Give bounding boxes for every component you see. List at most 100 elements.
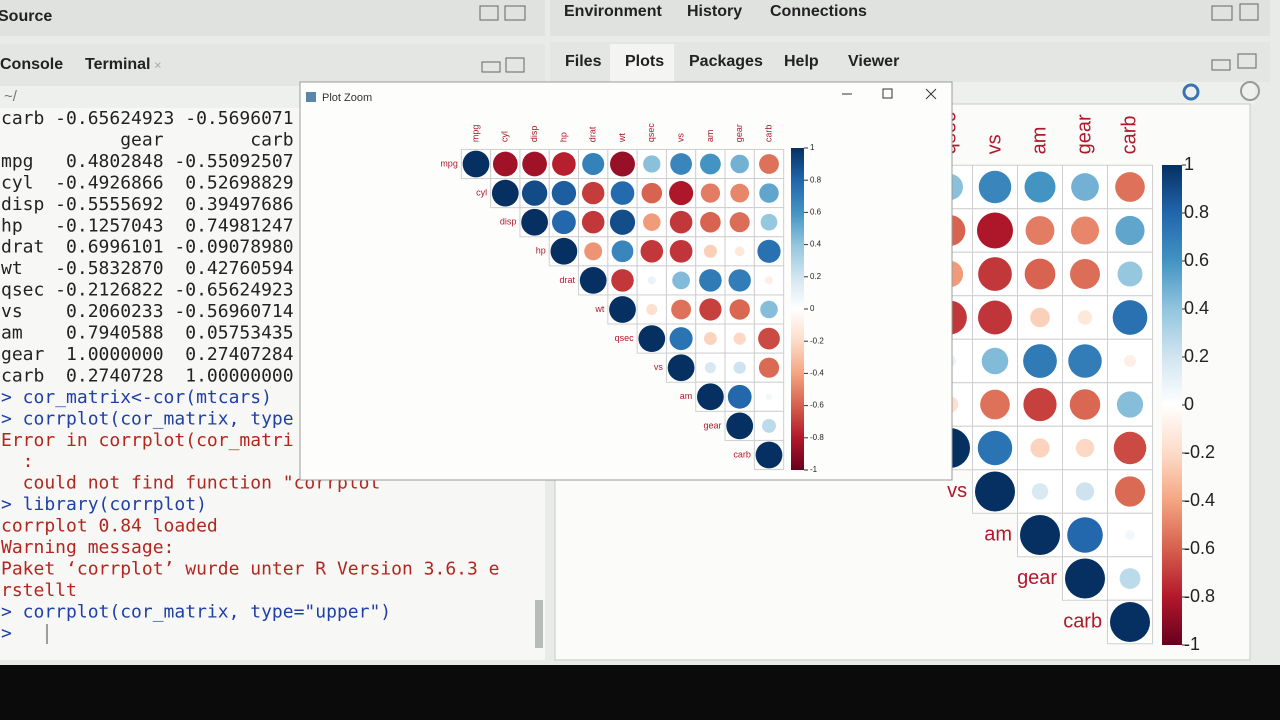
tab[interactable]: Connections bbox=[770, 3, 867, 20]
correlation-circle bbox=[584, 242, 603, 261]
pane-icon bbox=[479, 5, 499, 21]
console-line: vs 0.2060233 -0.56960714 bbox=[1, 301, 294, 322]
refresh-icon[interactable] bbox=[1240, 81, 1260, 101]
publish-icon[interactable] bbox=[1182, 83, 1200, 101]
correlation-circle bbox=[734, 246, 745, 257]
tab[interactable]: Files bbox=[565, 53, 602, 70]
correlation-circle bbox=[760, 213, 778, 231]
row-label: disp bbox=[500, 217, 517, 227]
correlation-circle bbox=[729, 212, 750, 233]
correlation-circle bbox=[730, 154, 749, 174]
tab[interactable]: History bbox=[687, 3, 742, 20]
correlation-circle bbox=[492, 151, 518, 177]
correlation-circle bbox=[1064, 558, 1106, 599]
correlation-circle bbox=[1077, 310, 1093, 325]
correlation-circle bbox=[1031, 483, 1049, 500]
console-line: mpg 0.4802848 -0.55092507 bbox=[1, 151, 294, 172]
column-label: mpg bbox=[470, 125, 480, 143]
correlation-circle bbox=[703, 332, 717, 346]
correlation-circle bbox=[670, 153, 692, 175]
correlation-circle bbox=[643, 213, 661, 231]
tab[interactable]: Help bbox=[784, 53, 819, 70]
column-label: carb bbox=[763, 125, 773, 143]
correlation-circle bbox=[669, 239, 693, 263]
console-output: carb -0.65624923 -0.5696071 gear carbmpg… bbox=[1, 108, 500, 644]
correlation-circle bbox=[1112, 300, 1148, 335]
console-line: could not find function "corrplot" bbox=[1, 473, 391, 494]
column-label: am bbox=[1028, 127, 1050, 155]
color-bar-label: -1 bbox=[1184, 634, 1200, 654]
console-line: carb -0.65624923 -0.5696071 bbox=[1, 108, 294, 129]
pane-icon bbox=[1211, 59, 1231, 71]
color-bar-label: -0.2 bbox=[810, 336, 824, 345]
correlation-circle bbox=[700, 153, 721, 175]
column-label: drat bbox=[588, 126, 598, 142]
tab[interactable]: Plots bbox=[625, 53, 664, 70]
tab[interactable]: Viewer bbox=[848, 53, 899, 70]
console-line: drat 0.6996101 -0.09078980 bbox=[1, 237, 294, 258]
correlation-circle bbox=[981, 347, 1009, 375]
color-bar-label: -0.4 bbox=[810, 369, 824, 378]
maximize-button[interactable] bbox=[882, 88, 893, 99]
correlation-circle bbox=[978, 170, 1012, 204]
console-line: am 0.7940588 0.05753435 bbox=[1, 323, 294, 344]
scrollbar[interactable] bbox=[535, 600, 543, 648]
correlation-circle bbox=[1115, 172, 1145, 202]
correlation-circle bbox=[582, 181, 605, 205]
correlation-circle bbox=[1070, 259, 1100, 289]
correlation-circle bbox=[1023, 387, 1057, 422]
tab[interactable]: Console bbox=[0, 56, 63, 73]
correlation-circle bbox=[669, 181, 694, 206]
color-bar-label: -0.4 bbox=[1184, 490, 1215, 510]
correlation-circle bbox=[609, 209, 636, 235]
tab[interactable]: Environment bbox=[564, 3, 662, 20]
tab[interactable]: Terminal bbox=[85, 56, 151, 73]
console-line: rstellt bbox=[1, 580, 77, 601]
color-bar-label: -0.6 bbox=[810, 401, 824, 410]
console-line: gear 1.0000000 0.27407284 bbox=[1, 344, 294, 365]
color-bar-label: -0.8 bbox=[1184, 586, 1215, 606]
row-label: cyl bbox=[476, 187, 487, 197]
source-title: Source bbox=[0, 8, 52, 25]
row-label: hp bbox=[536, 246, 546, 256]
color-bar-label: 0.6 bbox=[810, 208, 822, 217]
correlation-circle bbox=[611, 240, 634, 263]
tab-close[interactable]: × bbox=[154, 57, 162, 72]
correlation-circle bbox=[462, 150, 490, 178]
correlation-circle bbox=[728, 269, 751, 292]
correlation-circle bbox=[733, 361, 746, 374]
console-line: > library(corrplot) bbox=[1, 494, 207, 515]
correlation-circle bbox=[1075, 482, 1095, 501]
correlation-circle bbox=[978, 257, 1012, 291]
correlation-circle bbox=[1025, 216, 1055, 245]
column-label: qsec bbox=[646, 123, 656, 143]
correlation-circle bbox=[757, 239, 781, 263]
row-label: qsec bbox=[615, 333, 635, 343]
correlation-circle bbox=[758, 327, 780, 350]
row-label: am bbox=[680, 391, 693, 401]
tab[interactable]: Packages bbox=[689, 53, 763, 70]
correlation-circle bbox=[521, 208, 548, 236]
cell bbox=[753, 410, 785, 441]
color-bar-label: 0.8 bbox=[810, 175, 822, 184]
column-label: gear bbox=[734, 124, 744, 142]
close-button[interactable] bbox=[925, 88, 937, 100]
console-line: cyl -0.4926866 0.52698829 bbox=[1, 172, 294, 193]
column-label: am bbox=[705, 130, 715, 143]
column-label: vs bbox=[675, 133, 685, 143]
correlation-circle bbox=[1071, 173, 1099, 201]
correlation-circle bbox=[1030, 307, 1050, 328]
console-line: disp -0.5555692 0.39497686 bbox=[1, 194, 294, 215]
correlation-circle bbox=[669, 210, 693, 234]
color-bar-label: -1 bbox=[810, 465, 818, 474]
correlation-circle bbox=[647, 276, 656, 285]
correlation-circle bbox=[672, 271, 690, 290]
correlation-circle bbox=[551, 180, 577, 206]
correlation-circle bbox=[611, 269, 634, 292]
correlation-circle bbox=[1117, 261, 1143, 287]
correlation-circle bbox=[729, 299, 750, 320]
correlation-circle bbox=[700, 183, 721, 203]
row-label: carb bbox=[733, 449, 751, 459]
